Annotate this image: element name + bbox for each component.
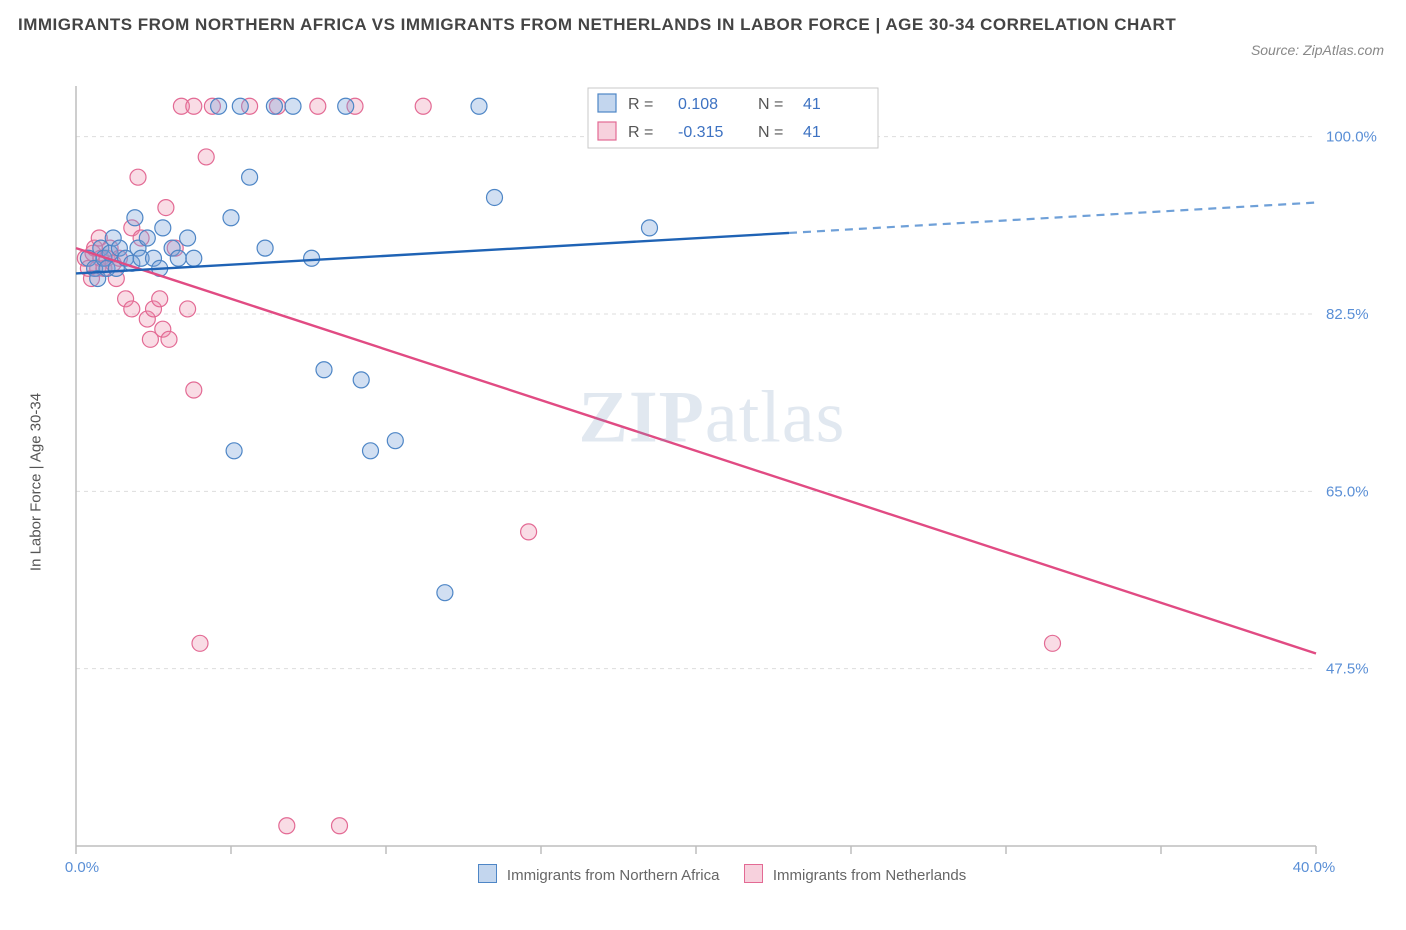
svg-text:R =: R = bbox=[628, 124, 653, 141]
svg-text:100.0%: 100.0% bbox=[1326, 129, 1377, 146]
legend-swatch-blue bbox=[478, 864, 497, 883]
svg-text:65.0%: 65.0% bbox=[1326, 483, 1369, 500]
svg-text:-0.315: -0.315 bbox=[678, 124, 723, 141]
svg-text:41: 41 bbox=[803, 124, 821, 141]
svg-text:47.5%: 47.5% bbox=[1326, 661, 1369, 678]
correlation-chart: In Labor Force | Age 30-34 R =0.108N =41… bbox=[38, 82, 1386, 882]
svg-text:N =: N = bbox=[758, 96, 783, 113]
legend-label-blue: Immigrants from Northern Africa bbox=[507, 867, 720, 884]
svg-text:0.108: 0.108 bbox=[678, 96, 718, 113]
y-axis-label: In Labor Force | Age 30-34 bbox=[28, 393, 45, 571]
legend-label-pink: Immigrants from Netherlands bbox=[773, 867, 966, 884]
source-attribution: Source: ZipAtlas.com bbox=[1251, 42, 1384, 58]
svg-text:R =: R = bbox=[628, 96, 653, 113]
plot-svg: R = 0.108 N = 41 R = -0.315 N = 41 47.5% 65.0% 82… bbox=[68, 82, 1386, 882]
svg-text:41: 41 bbox=[803, 96, 821, 113]
bottom-legend: Immigrants from Northern Africa Immigran… bbox=[38, 864, 1386, 884]
legend-swatch-pink bbox=[744, 864, 763, 883]
svg-text:N =: N = bbox=[758, 124, 783, 141]
svg-text:82.5%: 82.5% bbox=[1326, 306, 1369, 323]
chart-title: IMMIGRANTS FROM NORTHERN AFRICA VS IMMIG… bbox=[18, 12, 1388, 38]
